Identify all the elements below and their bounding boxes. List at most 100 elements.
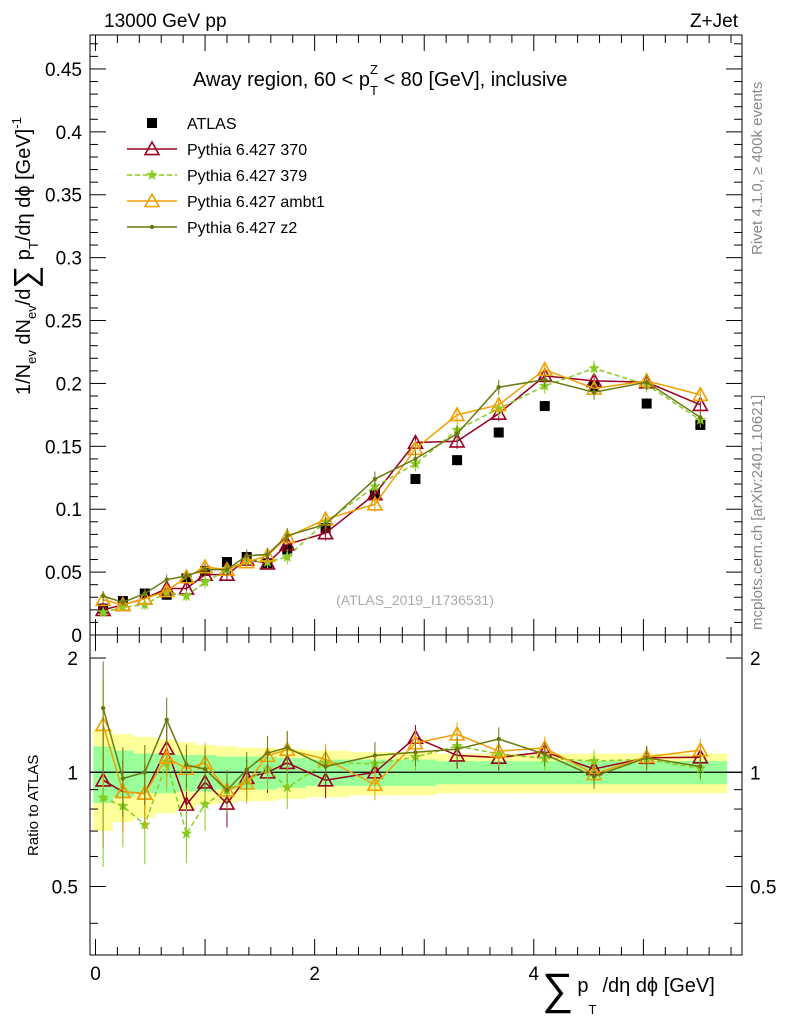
data-point — [285, 533, 290, 538]
data-point — [644, 379, 649, 385]
legend: ATLAS Pythia 6.427 370 Pythia 6.427 379 Pyt… — [127, 116, 325, 237]
legend-item: Pythia 6.427 ambt1 — [127, 192, 325, 211]
ratio-point — [281, 781, 293, 793]
series-3 — [94, 360, 709, 612]
ratio-series-4 — [100, 661, 703, 818]
ratio-point — [120, 776, 126, 781]
ratio-band-inner-bin — [216, 756, 237, 790]
data-point — [454, 431, 460, 436]
data-point — [490, 404, 508, 421]
data-point — [259, 554, 276, 570]
x-tick-label: 2 — [309, 964, 320, 985]
y-tick-label: 0.15 — [45, 437, 82, 458]
axis-ticks: 00.050.10.150.20.250.30.350.40.450 2 40.5 0… — [45, 35, 776, 985]
ratio-point — [413, 750, 418, 755]
legend-label: Pythia 6.427 370 — [187, 142, 307, 159]
ratio-point — [588, 755, 600, 766]
ratio-point — [199, 798, 211, 810]
x-axis-label: ∑ pT/dη dϕ [GeV] — [542, 965, 715, 1017]
data-point — [142, 591, 147, 596]
series-line — [102, 368, 701, 606]
data-series — [94, 360, 709, 618]
ratio-point — [490, 742, 508, 758]
ratio-point — [542, 752, 547, 757]
y-tick-label: 0.35 — [45, 186, 82, 207]
x-tick-label: 4 — [529, 964, 540, 985]
data-point — [184, 573, 189, 579]
data-point — [490, 396, 508, 412]
data-point — [317, 524, 334, 540]
data-point — [539, 401, 550, 412]
plot-title-sup: Z — [370, 62, 378, 77]
series-4 — [100, 372, 703, 607]
ratio-point — [372, 753, 378, 758]
y-tick-label: 0.2 — [56, 374, 82, 395]
data-point — [452, 455, 463, 466]
y-tick-label: 0.45 — [45, 60, 82, 81]
legend-item: Pythia 6.427 370 — [127, 140, 307, 159]
legend-marker — [143, 192, 161, 208]
data-point — [224, 567, 230, 572]
data-point — [97, 606, 109, 618]
ratio-point — [244, 767, 249, 772]
data-point — [323, 522, 328, 527]
data-point — [496, 385, 501, 390]
data-point — [265, 552, 270, 557]
ratio-point — [366, 775, 384, 791]
ratio-y-axis-label: Ratio to ATLAS — [25, 755, 42, 856]
ratio-panel-frame — [89, 634, 743, 956]
data-point — [413, 456, 418, 462]
data-point — [542, 377, 547, 382]
ratio-point — [97, 791, 109, 803]
y-tick-label: 0 — [71, 626, 82, 647]
legend-marker — [147, 118, 157, 128]
data-point — [100, 593, 106, 599]
data-point — [588, 362, 600, 374]
ratio-point — [224, 788, 230, 793]
legend-label: Pythia 6.427 379 — [187, 168, 307, 185]
analysis-label: (ATLAS_2019_I1736531) — [336, 592, 494, 608]
plot-title-post: < 80 [GeV], inclusive — [378, 69, 568, 91]
data-point — [281, 551, 293, 562]
ratio-point — [454, 746, 460, 752]
data-point — [244, 553, 249, 558]
legend-marker — [146, 169, 158, 180]
data-point — [218, 565, 236, 582]
data-point — [448, 406, 466, 422]
legend-item: Pythia 6.427 379 — [127, 168, 307, 185]
y-tick-label: 0.05 — [45, 563, 82, 584]
ratio-point — [100, 705, 106, 711]
plot-title-pre: Away region, 60 < p — [193, 69, 370, 91]
series-line — [102, 367, 701, 614]
legend-label: Pythia 6.427 z2 — [187, 220, 297, 237]
ratio-point — [142, 770, 147, 775]
ratio-tick-label-right: 1 — [750, 763, 761, 784]
data-point — [366, 495, 384, 511]
ratio-point — [180, 827, 193, 839]
legend-marker — [149, 224, 155, 230]
y-tick-label: 0.25 — [45, 312, 82, 333]
ratio-tick-label-left: 0.5 — [52, 878, 78, 899]
series-line — [102, 378, 701, 604]
legend-label: ATLAS — [187, 116, 237, 133]
data-point — [158, 582, 176, 598]
ratio-tick-label-left: 1 — [67, 763, 78, 784]
data-point — [199, 576, 211, 587]
ratio-tick-label-left: 2 — [67, 649, 78, 670]
data-point — [698, 415, 703, 420]
ratio-point — [158, 748, 176, 764]
legend-item: Pythia 6.427 z2 — [127, 220, 297, 237]
data-point — [410, 474, 421, 485]
data-point — [114, 596, 132, 612]
ratio-point — [184, 762, 189, 768]
rivet-label: Rivet 4.1.0, ≥ 400k events — [749, 82, 766, 255]
plot-title: Away region, 60 < pTZ < 80 [GeV], inclus… — [193, 62, 567, 98]
ratio-point — [496, 736, 501, 742]
data-point — [202, 567, 208, 572]
y-tick-label: 0.4 — [56, 123, 83, 144]
header-right: Z+Jet — [690, 11, 739, 32]
data-point — [591, 390, 597, 395]
data-point — [372, 476, 378, 482]
data-point — [120, 600, 126, 605]
